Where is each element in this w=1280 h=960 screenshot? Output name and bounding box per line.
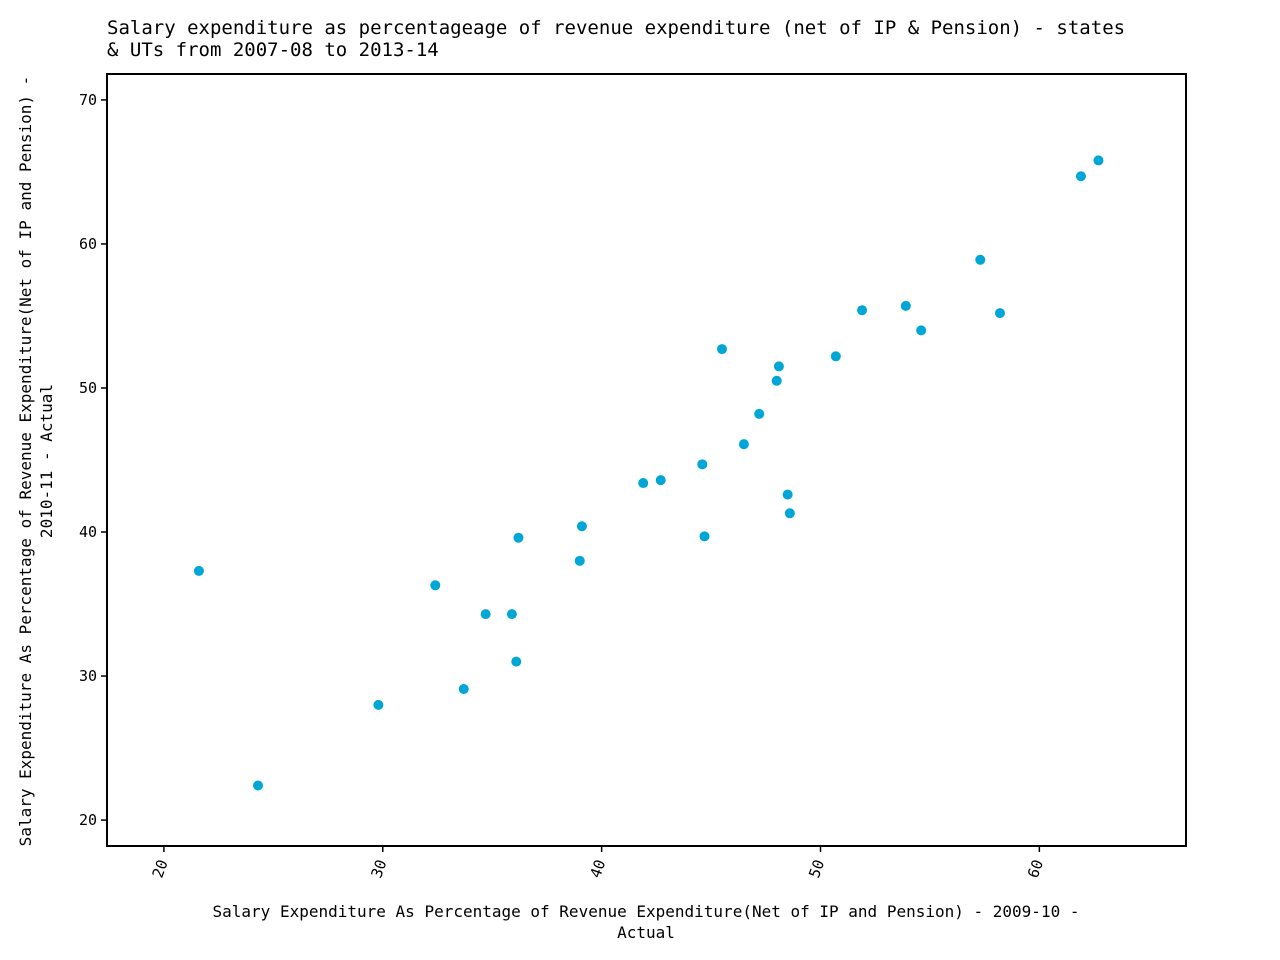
data-point: [830, 351, 841, 362]
data-point: [782, 489, 793, 500]
data-point: [738, 439, 749, 450]
data-point: [513, 532, 524, 543]
data-point: [900, 300, 911, 311]
data-point: [511, 656, 522, 667]
data-point: [784, 508, 795, 519]
plot-frame: [106, 73, 1187, 847]
y-axis-label-line-2: 2010-11 - Actual: [37, 384, 56, 538]
y-axis-label: Salary Expenditure As Percentage of Reve…: [16, 76, 56, 847]
data-point: [916, 325, 927, 336]
x-tick-label: 50: [805, 857, 828, 880]
x-axis-label-line-2: Actual: [617, 923, 675, 942]
data-point: [480, 609, 491, 620]
data-point: [697, 459, 708, 470]
x-tick-label: 20: [149, 857, 172, 880]
y-tick-label: 70: [79, 91, 97, 109]
x-tick-label: 60: [1024, 857, 1047, 880]
data-point: [975, 254, 986, 265]
data-point: [773, 361, 784, 372]
data-point: [506, 609, 517, 620]
x-axis-label-line-1: Salary Expenditure As Percentage of Reve…: [213, 902, 1080, 921]
data-point: [430, 580, 441, 591]
data-point: [638, 478, 649, 489]
y-tick-label: 20: [79, 811, 97, 829]
data-point: [1093, 155, 1104, 166]
data-point: [754, 408, 765, 419]
y-tick-label: 40: [79, 523, 97, 541]
x-tick-label: 40: [586, 857, 609, 880]
chart-title-line-2: & UTs from 2007-08 to 2013-14: [107, 39, 439, 61]
y-tick-label: 60: [79, 235, 97, 253]
data-point: [193, 565, 204, 576]
data-point: [717, 344, 728, 355]
y-tick-label: 30: [79, 667, 97, 685]
data-point: [574, 555, 585, 566]
data-point: [655, 475, 666, 486]
data-point: [458, 684, 469, 695]
data-point: [1075, 171, 1086, 182]
y-axis-label-line-1: Salary Expenditure As Percentage of Reve…: [16, 76, 35, 847]
data-point: [253, 780, 264, 791]
chart-title-line-1: Salary expenditure as percentageage of r…: [107, 17, 1125, 39]
data-point: [699, 531, 710, 542]
data-point: [857, 305, 868, 316]
ticks-layer: 20 30 40 50 60 20 30 40 50 60 70: [79, 91, 1047, 880]
data-point: [576, 521, 587, 532]
points-layer: [193, 155, 1104, 791]
data-point: [771, 375, 782, 386]
x-tick-label: 30: [367, 857, 390, 880]
data-point: [373, 699, 384, 710]
data-point: [994, 308, 1005, 319]
y-tick-label: 50: [79, 379, 97, 397]
